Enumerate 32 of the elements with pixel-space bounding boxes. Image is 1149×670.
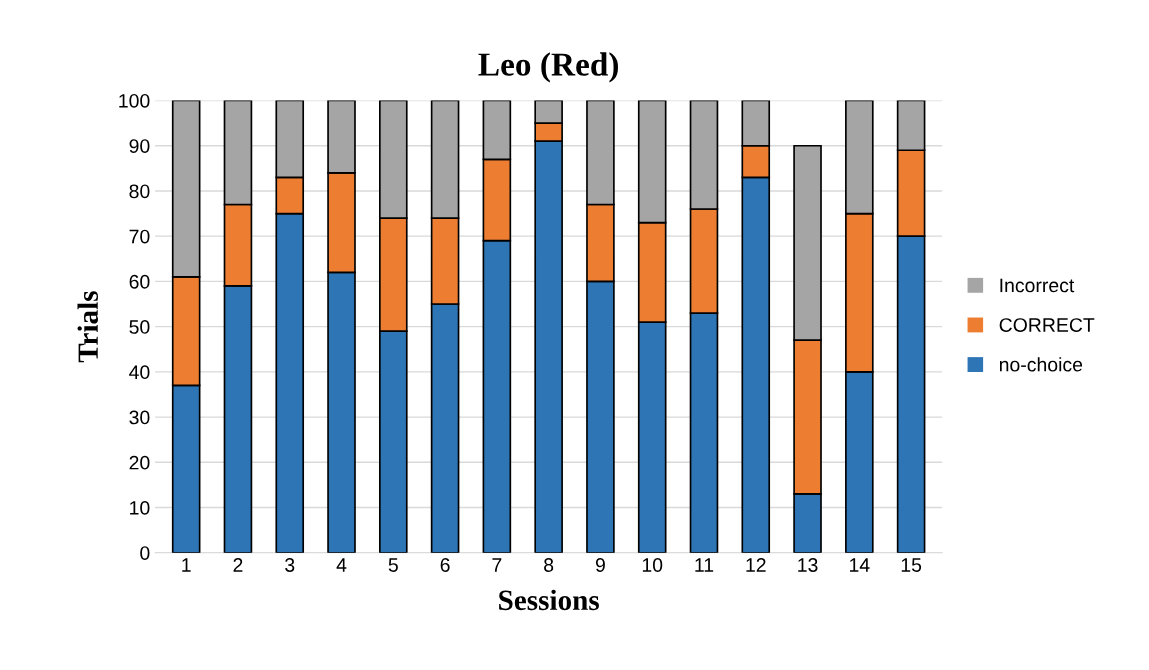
legend-label: Incorrect (1000, 278, 1075, 293)
x-tick-label: 9 (595, 558, 605, 572)
y-tick-label: 90 (129, 139, 150, 153)
x-tick-label: 10 (642, 558, 663, 572)
x-tick-label: 14 (850, 558, 870, 572)
x-tick-label: 3 (285, 558, 295, 572)
y-tick-label: 70 (129, 229, 150, 244)
y-tick-label: 30 (129, 410, 150, 425)
y-tick-label: 20 (129, 455, 150, 470)
x-tick-label: 11 (695, 558, 714, 572)
x-tick-label: 13 (798, 558, 818, 572)
chart-title: Leo (Red) (478, 52, 618, 83)
x-tick-label: 15 (901, 558, 922, 572)
legend-label: no-choice (999, 357, 1083, 372)
x-tick-label: 7 (492, 558, 502, 572)
x-tick-label: 5 (388, 558, 398, 572)
y-tick-label: 50 (129, 320, 150, 334)
x-tick-label: 1 (182, 558, 191, 572)
x-tick-label: 8 (544, 558, 554, 572)
x-axis-title: Sessions (499, 589, 599, 611)
x-tick-label: 2 (233, 558, 243, 572)
x-tick-label: 6 (440, 558, 450, 572)
y-tick-label: 80 (129, 184, 150, 199)
y-axis-title: Trials (77, 291, 98, 363)
y-tick-label: 10 (130, 500, 150, 515)
x-tick-label: 12 (746, 558, 766, 572)
y-tick-label: 100 (119, 93, 150, 108)
y-tick-label: 60 (129, 274, 150, 289)
y-tick-label: 40 (129, 365, 150, 380)
legend-label: CORRECT (999, 318, 1095, 332)
y-tick-label: 0 (140, 546, 150, 560)
x-tick-label: 4 (336, 558, 347, 572)
